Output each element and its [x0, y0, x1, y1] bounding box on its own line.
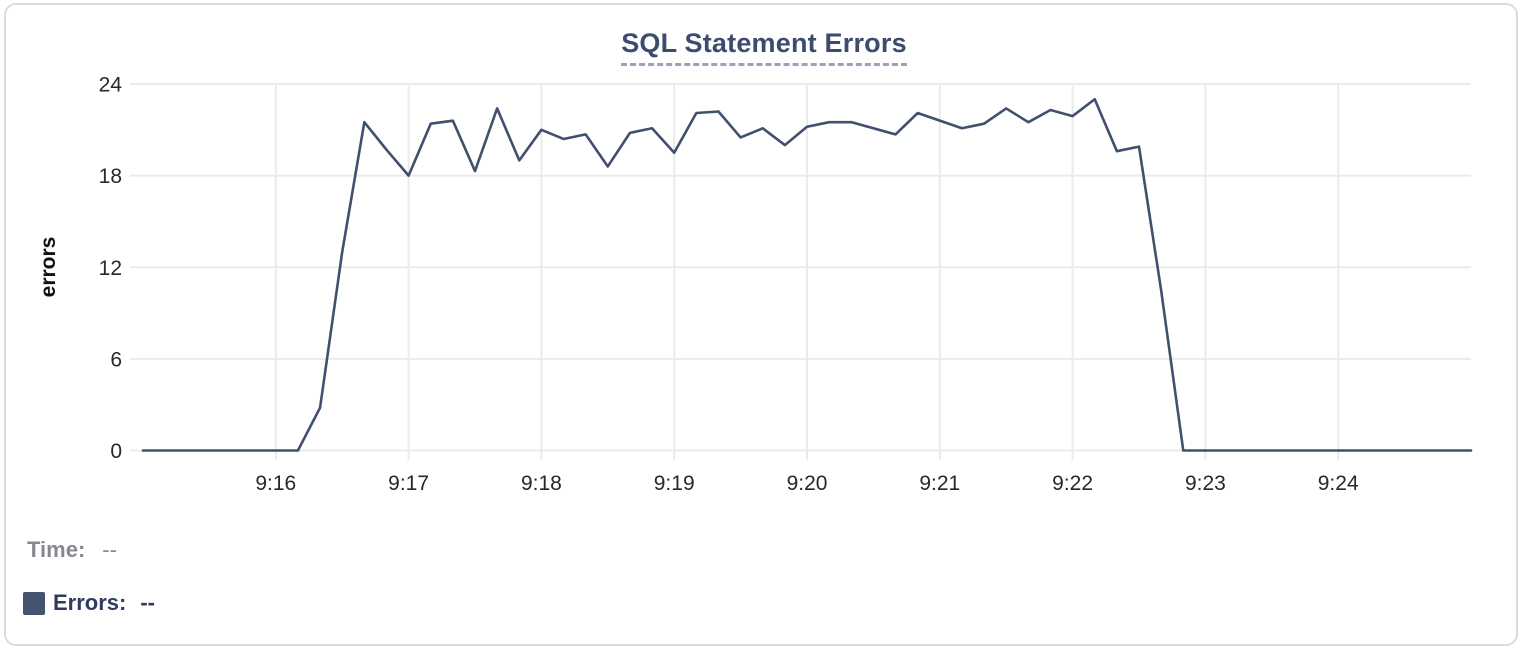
x-tick-label: 9:16: [255, 472, 296, 495]
chart-header: SQL Statement Errors: [0, 28, 1528, 66]
chart-title[interactable]: SQL Statement Errors: [621, 28, 907, 66]
y-tick-label: 0: [110, 440, 122, 463]
errors-series-line[interactable]: [141, 97, 1473, 452]
x-tick-label: 9:22: [1052, 472, 1093, 495]
x-tick-label: 9:19: [654, 472, 695, 495]
x-tick-label: 9:24: [1318, 472, 1359, 495]
chart-card: [4, 3, 1518, 646]
y-tick-label: 12: [99, 257, 122, 280]
legend-time-label: Time:: [27, 537, 86, 562]
y-axis-label: errors: [37, 236, 60, 298]
y-tick-label: 18: [99, 165, 122, 188]
legend-errors-row: Errors: --: [23, 590, 155, 616]
x-tick-label: 9:18: [521, 472, 562, 495]
legend-errors-value: --: [140, 590, 156, 615]
y-tick-label: 6: [110, 348, 122, 371]
y-tick-label: 24: [99, 74, 123, 97]
legend-time-value: --: [102, 537, 117, 562]
x-tick-label: 9:17: [388, 472, 429, 495]
x-tick-label: 9:20: [787, 472, 828, 495]
errors-series-swatch: [23, 591, 45, 615]
x-tick-label: 9:23: [1185, 472, 1226, 495]
legend-time-row: Time: --: [27, 537, 117, 563]
legend-errors-label: Errors:: [53, 590, 127, 615]
x-tick-label: 9:21: [919, 472, 960, 495]
